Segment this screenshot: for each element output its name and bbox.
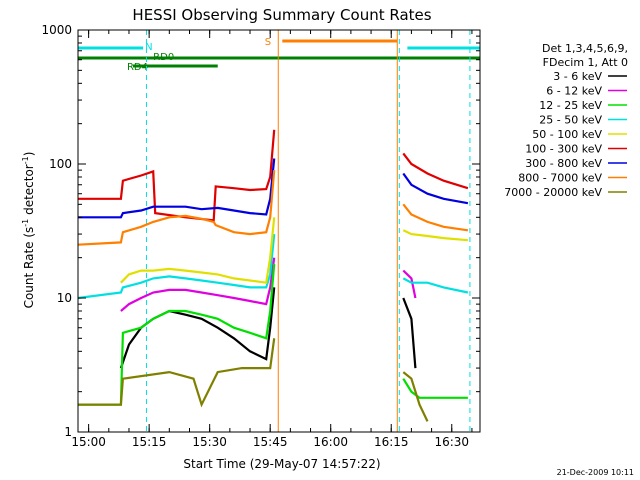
state-boundary-lines: [77, 30, 471, 432]
legend-header-line-2: FDecim 1, Att 0: [543, 56, 628, 69]
legend-label-6: 300 - 800 keV: [525, 157, 602, 170]
generation-timestamp: 21-Dec-2009 10:11: [557, 468, 634, 477]
y-tick-label-0: 1: [64, 425, 72, 439]
y-tick-label-2: 100: [49, 157, 72, 171]
legend-label-3: 25 - 50 keV: [539, 114, 602, 127]
instrument-flags: N S RD0 RD4: [78, 37, 480, 73]
x-axis-label: Start Time (29-May-07 14:57:22): [183, 457, 380, 471]
series-line-1: [120, 257, 417, 312]
axis-ticks: 15:00 15:15 15:30 15:45 16:00 16:15 16:30 1 10 10…: [41, 23, 480, 449]
flag-label-s: S: [265, 37, 271, 48]
series-line-8: [78, 338, 429, 422]
legend-label-2: 12 - 25 keV: [539, 99, 602, 112]
x-tick-label-0: 15:00: [71, 435, 106, 449]
x-tick-label-5: 16:15: [374, 435, 409, 449]
flag-label-rd0: RD0: [153, 52, 174, 63]
y-tick-label-1: 10: [57, 291, 72, 305]
legend-label-1: 6 - 12 keV: [546, 85, 602, 98]
x-tick-label-1: 15:15: [132, 435, 167, 449]
legend-header-line-1: Det 1,3,4,5,6,9,: [542, 42, 628, 55]
series-line-4: [120, 217, 468, 284]
plot-frame: [77, 29, 481, 433]
legend-label-7: 800 - 7000 keV: [518, 172, 602, 185]
legend-label-4: 50 - 100 keV: [532, 128, 602, 141]
series-lines: [77, 129, 469, 422]
legend: Det 1,3,4,5,6,9, FDecim 1, Att 0 3 - 6 k…: [504, 42, 628, 199]
x-tick-label-3: 15:45: [253, 435, 288, 449]
legend-label-5: 100 - 300 keV: [525, 143, 602, 156]
y-axis-label: Count Rate (s-1 detector-1): [21, 152, 36, 309]
x-tick-label-4: 16:00: [313, 435, 348, 449]
legend-label-8: 7000 - 20000 keV: [504, 186, 602, 199]
flag-label-n: N: [145, 42, 152, 53]
series-line-6: [78, 158, 469, 219]
x-tick-label-6: 16:30: [434, 435, 469, 449]
series-line-7: [77, 170, 469, 246]
x-tick-label-2: 15:30: [192, 435, 227, 449]
chart-title: HESSI Observing Summary Count Rates: [132, 6, 431, 24]
legend-label-0: 3 - 6 keV: [553, 70, 602, 83]
y-tick-label-3: 1000: [41, 23, 72, 37]
series-line-3: [77, 233, 469, 300]
flag-label-rd4: RD4: [127, 62, 148, 73]
